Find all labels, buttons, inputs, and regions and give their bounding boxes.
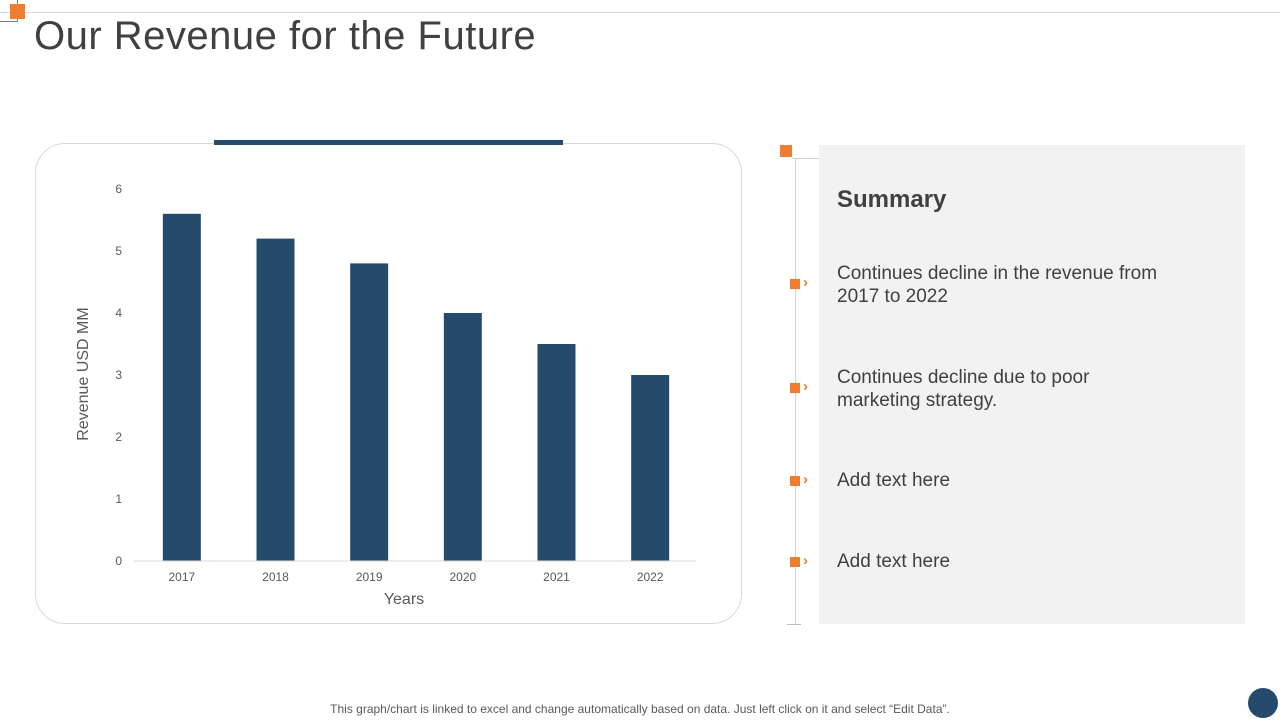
y-tick-label: 5 bbox=[115, 244, 122, 258]
bar-2019[interactable] bbox=[350, 263, 389, 561]
y-tick-label: 0 bbox=[115, 554, 122, 568]
chart-card bbox=[35, 143, 742, 624]
y-tick-label: 6 bbox=[115, 182, 122, 196]
bar-2022[interactable] bbox=[631, 375, 670, 561]
y-tick-label: 1 bbox=[115, 492, 122, 506]
y-axis-label: Revenue USD MM bbox=[75, 307, 92, 440]
y-tick-label: 4 bbox=[115, 306, 122, 320]
bullet-marker: › bbox=[790, 274, 814, 291]
chevron-right-icon: › bbox=[803, 274, 808, 291]
page-indicator-dot bbox=[1248, 688, 1278, 718]
bullet-marker: › bbox=[790, 552, 814, 569]
timeline-connector bbox=[792, 158, 819, 159]
y-tick-label: 2 bbox=[115, 430, 122, 444]
x-tick-label: 2018 bbox=[262, 570, 289, 584]
summary-title: Summary bbox=[837, 186, 947, 213]
footnote: This graph/chart is linked to excel and … bbox=[330, 702, 950, 716]
chevron-right-icon: › bbox=[803, 378, 808, 395]
bullet-marker: › bbox=[790, 378, 814, 395]
bullet-square-icon bbox=[790, 383, 800, 393]
x-tick-label: 2017 bbox=[168, 570, 195, 584]
y-axis-ticks: 0 1 2 3 4 5 6 bbox=[115, 182, 122, 568]
x-tick-label: 2021 bbox=[543, 570, 570, 584]
top-rule bbox=[0, 12, 1280, 13]
chevron-right-icon: › bbox=[803, 471, 808, 488]
summary-item-4: Add text here bbox=[837, 551, 951, 572]
summary-panel bbox=[819, 145, 1245, 624]
page-title: Our Revenue for the Future bbox=[34, 14, 537, 58]
bullet-square-icon bbox=[790, 476, 800, 486]
summary-item-1: Continues decline in the revenue from 20… bbox=[837, 263, 1158, 307]
summary-item-3: Add text here bbox=[837, 470, 951, 491]
x-tick-label: 2019 bbox=[356, 570, 383, 584]
x-tick-label: 2020 bbox=[449, 570, 476, 584]
bullet-marker: › bbox=[790, 471, 814, 488]
chart-accent-bar bbox=[214, 140, 563, 145]
bullet-square-icon bbox=[790, 557, 800, 567]
x-tick-label: 2022 bbox=[637, 570, 664, 584]
bars bbox=[162, 213, 670, 562]
y-tick-label: 3 bbox=[115, 368, 122, 382]
bullet-square-icon bbox=[790, 279, 800, 289]
timeline-top-square bbox=[780, 145, 792, 157]
bar-2020[interactable] bbox=[443, 313, 482, 561]
bar-2018[interactable] bbox=[256, 238, 295, 561]
chevron-right-icon: › bbox=[803, 552, 808, 569]
x-axis-label: Years bbox=[384, 591, 424, 608]
summary-item-2: Continues decline due to poor marketing … bbox=[837, 367, 1090, 411]
bar-2017[interactable] bbox=[162, 213, 201, 562]
x-axis-ticks: 2017 2018 2019 2020 2021 2022 bbox=[168, 570, 663, 584]
timeline-end-cap bbox=[787, 624, 801, 625]
revenue-bar-chart[interactable]: 0 1 2 3 4 5 6 2017 2018 2019 2020 2021 2022 Years R… bbox=[35, 143, 742, 624]
corner-accent-square bbox=[10, 4, 25, 19]
bar-2021[interactable] bbox=[537, 344, 576, 561]
